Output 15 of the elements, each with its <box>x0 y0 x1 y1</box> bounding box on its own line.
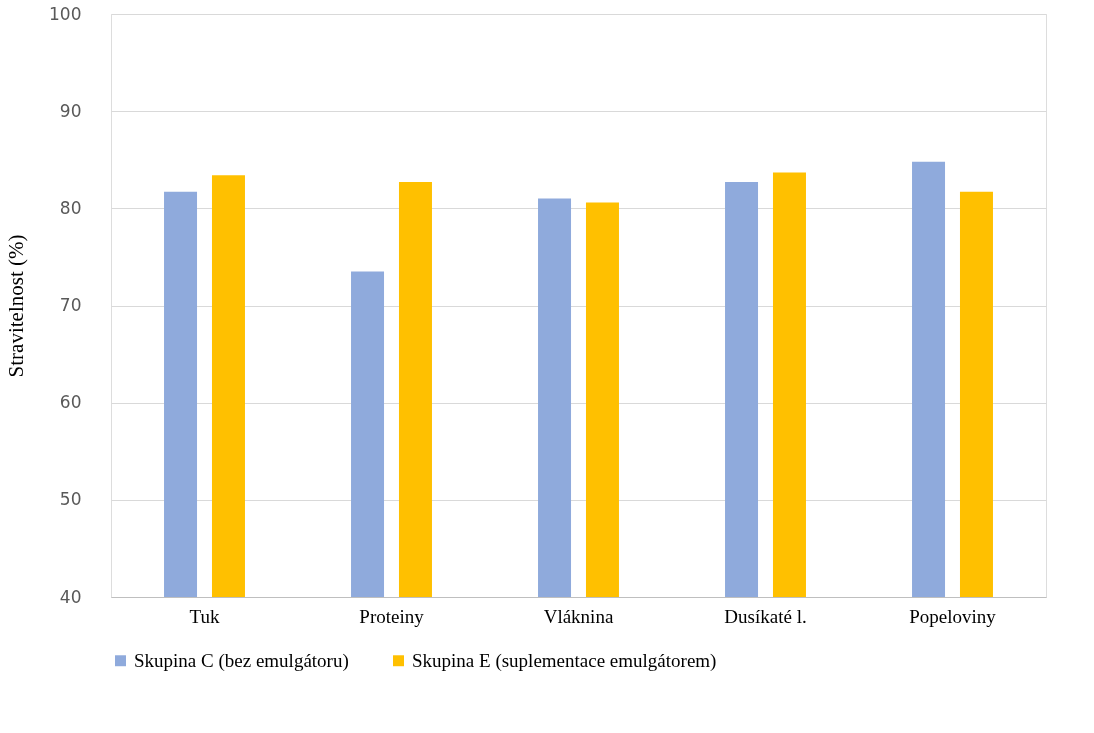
x-tick-label: Tuk <box>189 605 220 627</box>
x-tick-label: Vláknina <box>543 605 614 627</box>
x-tick-label: Dusíkaté l. <box>724 605 807 627</box>
y-tick-label: 100 <box>49 3 82 24</box>
y-tick-label: 70 <box>59 295 82 315</box>
x-tick-label: Proteiny <box>359 605 425 627</box>
y-tick-label: 80 <box>59 197 82 218</box>
legend-label: Skupina C (bez emulgátoru) <box>134 649 349 672</box>
y-tick-label: 50 <box>59 489 82 510</box>
legend-label: Skupina E (suplementace emulgátorem) <box>412 649 717 672</box>
y-tick-label: 90 <box>59 100 82 121</box>
x-tick-label: Popeloviny <box>909 605 997 627</box>
y-tick-label: 40 <box>59 586 82 607</box>
y-axis-title: Stravitelnost (%) <box>4 234 29 378</box>
y-tick-label: 60 <box>59 392 82 413</box>
